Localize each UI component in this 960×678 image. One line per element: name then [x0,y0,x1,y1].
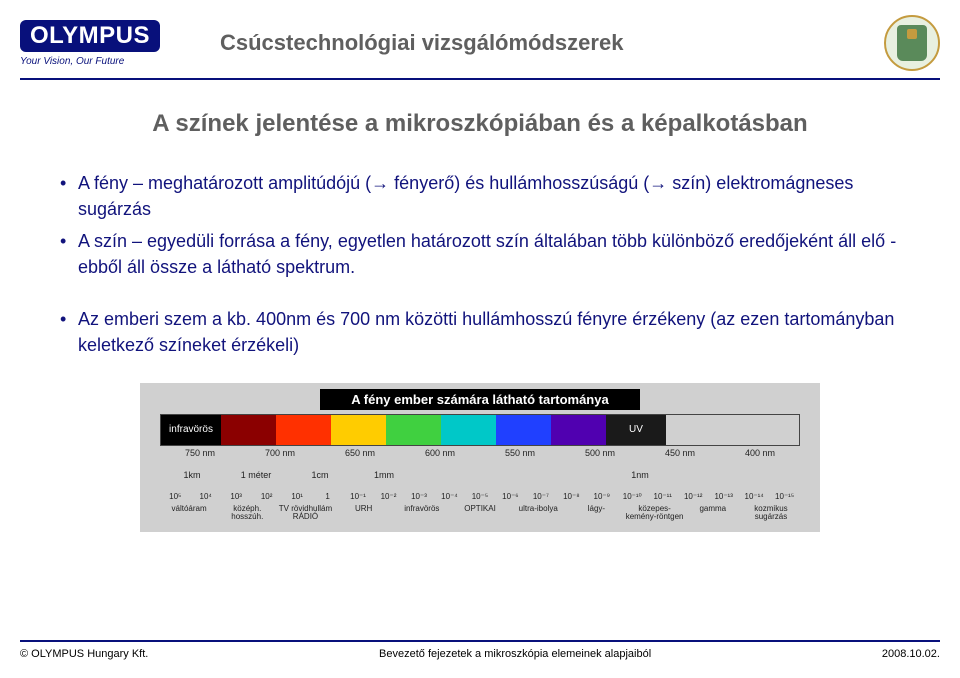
power-label: 10⁻¹² [678,492,708,501]
power-label: 10⁻¹³ [708,492,738,501]
scale-label: 1nm [608,470,672,480]
slide-content: A színek jelentése a mikroszkópiában és … [0,80,960,532]
power-label: 10⁻³ [404,492,434,501]
band-label: középh. hosszúh. [218,505,276,523]
nm-labels: 750 nm700 nm650 nm600 nm550 nm500 nm450 … [160,448,800,458]
band-label: URH [335,505,393,523]
band-label: kozmikus sugárzás [742,505,800,523]
power-label: 10⁻⁴ [434,492,464,501]
power-label: 10⁻⁸ [556,492,586,501]
nm-label: 500 nm [560,448,640,458]
power-label: 10⁻⁶ [495,492,525,501]
olympus-logo: OLYMPUS [20,20,160,52]
bullet-list-2: Az emberi szem a kb. 400nm és 700 nm köz… [60,306,900,358]
distance-scale: 1km1 méter1cm1mm 1nm [160,470,800,480]
power-label: 10⁻¹⁰ [617,492,647,501]
nm-label: 600 nm [400,448,480,458]
university-crest-icon [884,15,940,71]
scale-label [544,470,608,480]
power-label: 10³ [221,492,251,501]
power-label: 10⁵ [160,492,190,501]
scale-label: 1mm [352,470,416,480]
power-label: 10⁻¹¹ [648,492,678,501]
footer-left: © OLYMPUS Hungary Kft. [20,648,148,660]
logo-block: OLYMPUS Your Vision, Our Future [20,20,160,67]
power-label: 10⁻⁹ [587,492,617,501]
bullet-item: Az emberi szem a kb. 400nm és 700 nm köz… [60,306,900,358]
footer-right: 2008.10.02. [882,648,940,660]
scale-label [416,470,480,480]
power-label: 10⁴ [190,492,220,501]
power-label: 1 [312,492,342,501]
nm-label: 750 nm [160,448,240,458]
bullet-list-1: A fény – meghatározott amplitúdójú (→ fé… [60,170,900,280]
scale-label: 1km [160,470,224,480]
visible-spectrum-bar: infravörös UV [160,414,800,446]
band-label: ultra-ibolya [509,505,567,523]
nm-label: 650 nm [320,448,400,458]
band-label: infravörös [393,505,451,523]
band-label: TV rövidhullám RÁDIÓ [276,505,334,523]
power-label: 10¹ [282,492,312,501]
band-label: OPTIKAI [451,505,509,523]
power-label: 10⁻⁷ [526,492,556,501]
powers-scale: 10⁵10⁴10³10²10¹110⁻¹10⁻²10⁻³10⁻⁴10⁻⁵10⁻⁶… [160,492,800,501]
scale-label: 1 méter [224,470,288,480]
nm-label: 700 nm [240,448,320,458]
nm-label: 450 nm [640,448,720,458]
slide-title: A színek jelentése a mikroszkópiában és … [60,110,900,138]
nm-label: 550 nm [480,448,560,458]
band-label: közepes- kemény-röntgen [626,505,684,523]
spectrum-segment: infravörös [161,415,221,445]
scale-label [672,470,736,480]
slide-footer: © OLYMPUS Hungary Kft. Bevezető fejezete… [20,640,940,660]
footer-center: Bevezető fejezetek a mikroszkópia elemei… [379,648,651,660]
spectrum-segment [276,415,331,445]
band-label: lágy- [567,505,625,523]
logo-tagline: Your Vision, Our Future [20,56,124,67]
em-band-labels: váltóáramközéph. hosszúh.TV rövidhullám … [160,505,800,523]
spectrum-title: A fény ember számára látható tartománya [320,389,640,410]
spectrum-segment [221,415,276,445]
scale-label: 1cm [288,470,352,480]
band-label: váltóáram [160,505,218,523]
scale-label [480,470,544,480]
spectrum-segment [331,415,386,445]
nm-label: 400 nm [720,448,800,458]
power-label: 10⁻¹⁴ [739,492,769,501]
footer-divider [20,640,940,642]
spectrum-segment [496,415,551,445]
power-label: 10⁻¹ [343,492,373,501]
spectrum-segment [551,415,606,445]
power-label: 10⁻¹⁵ [769,492,799,501]
power-label: 10² [251,492,281,501]
band-label: gamma [684,505,742,523]
spectrum-segment: UV [606,415,666,445]
slide-header: OLYMPUS Your Vision, Our Future Csúcstec… [0,0,960,78]
header-title: Csúcstechnológiai vizsgálómódszerek [190,30,884,56]
bullet-item: A szín – egyedüli forrása a fény, egyetl… [60,228,900,280]
scale-label [736,470,800,480]
spectrum-segment [441,415,496,445]
spectrum-diagram: A fény ember számára látható tartománya … [140,383,820,533]
spectrum-segment [386,415,441,445]
bullet-item: A fény – meghatározott amplitúdójú (→ fé… [60,170,900,222]
power-label: 10⁻⁵ [465,492,495,501]
power-label: 10⁻² [373,492,403,501]
